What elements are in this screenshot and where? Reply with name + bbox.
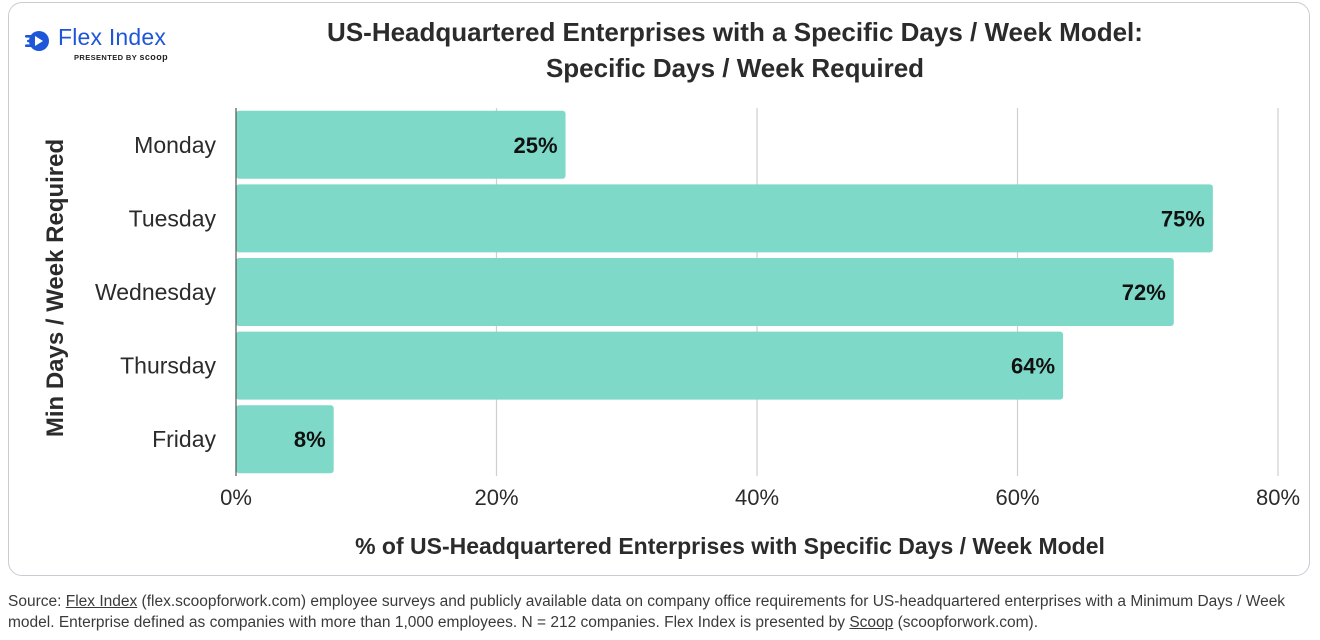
logo-name: Flex Index — [58, 24, 167, 50]
chart-title-block: US-Headquartered Enterprises with a Spec… — [200, 14, 1270, 86]
chart-subtitle: Specific Days / Week Required — [545, 53, 925, 83]
x-tick-label: 80% — [1256, 485, 1300, 510]
flex-index-logo: Flex Index PRESENTED BY scoop — [24, 24, 184, 64]
category-label: Tuesday — [129, 205, 217, 231]
x-tick-label: 0% — [220, 485, 252, 510]
source-note: Source: Flex Index (flex.scoopforwork.co… — [8, 593, 1286, 631]
x-tick-label: 60% — [995, 485, 1039, 510]
x-tick-label: 20% — [474, 485, 518, 510]
chart-title: US-Headquartered Enterprises with a Spec… — [327, 17, 1143, 47]
category-label: Friday — [152, 426, 216, 452]
category-label: Wednesday — [95, 279, 217, 305]
data-label: 64% — [1011, 354, 1055, 379]
bar — [236, 331, 1064, 400]
x-tick-label: 40% — [735, 485, 779, 510]
bar — [236, 184, 1213, 253]
y-axis-title: Min Days / Week Required — [42, 139, 69, 437]
bar — [236, 110, 566, 179]
bar — [236, 405, 334, 474]
category-label: Monday — [134, 132, 216, 158]
flex-index-logo-icon — [25, 31, 49, 51]
flex-index-link[interactable]: Flex Index — [65, 593, 138, 610]
bar-chart: Monday 25% Tuesday 75% Wednesday 72% Thursday 6… — [42, 108, 1300, 559]
category-label: Thursday — [120, 353, 216, 379]
bar — [236, 258, 1174, 326]
x-axis-title: % of US-Headquartered Enterprises with S… — [355, 533, 1105, 559]
scoop-link[interactable]: Scoop — [849, 614, 894, 631]
data-label: 25% — [513, 133, 557, 158]
data-label: 72% — [1122, 280, 1166, 305]
data-label: 8% — [294, 427, 326, 452]
logo-presented-by: PRESENTED BY scoop — [74, 52, 169, 62]
logo-partner: scoop — [139, 52, 169, 62]
data-label: 75% — [1161, 206, 1205, 231]
